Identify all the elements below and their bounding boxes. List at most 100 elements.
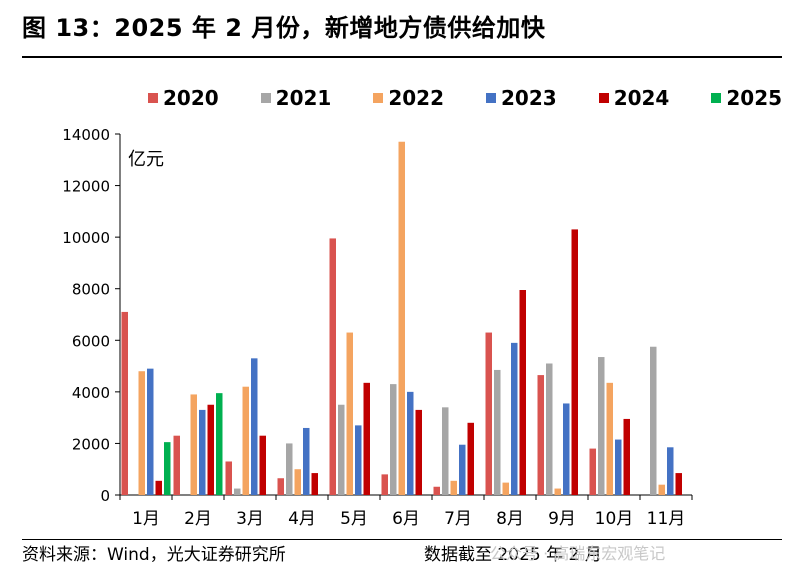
bar-2023-2月 bbox=[199, 409, 206, 495]
bar-2023-10月 bbox=[615, 439, 622, 495]
date-note: 数据截至 2025 年 2 月 bbox=[424, 545, 602, 565]
bar-2021-9月 bbox=[546, 363, 553, 495]
x-tick-label: 10月 bbox=[595, 509, 634, 529]
y-tick-label: 14000 bbox=[62, 126, 110, 144]
y-tick-label: 4000 bbox=[72, 384, 110, 402]
x-tick-label: 3月 bbox=[236, 509, 264, 529]
bar-2021-6月 bbox=[390, 384, 397, 495]
x-tick-label: 4月 bbox=[288, 509, 316, 529]
bar-2020-9月 bbox=[537, 375, 544, 495]
bar-2021-7月 bbox=[442, 407, 449, 495]
bar-2021-3月 bbox=[234, 488, 241, 495]
title-divider bbox=[22, 56, 782, 58]
bar-2020-3月 bbox=[225, 461, 232, 495]
bar-2020-4月 bbox=[277, 478, 284, 495]
bar-2022-7月 bbox=[450, 480, 457, 495]
bar-2022-1月 bbox=[138, 371, 145, 495]
bar-2020-8月 bbox=[485, 332, 492, 495]
y-tick-label: 12000 bbox=[62, 178, 110, 196]
bar-2023-5月 bbox=[355, 425, 362, 495]
legend-item-2023: 2023 bbox=[486, 86, 557, 110]
y-tick-label: 10000 bbox=[62, 229, 110, 247]
legend-swatch bbox=[711, 93, 722, 103]
bar-2025-1月 bbox=[164, 442, 171, 495]
y-tick-label: 8000 bbox=[72, 281, 110, 299]
bar-2023-7月 bbox=[459, 444, 466, 495]
bar-2024-2月 bbox=[207, 404, 214, 495]
bar-2022-2月 bbox=[190, 394, 197, 495]
bar-2022-8月 bbox=[502, 482, 509, 495]
legend-swatch bbox=[260, 93, 271, 103]
x-tick-label: 6月 bbox=[392, 509, 420, 529]
bar-2025-2月 bbox=[216, 393, 223, 495]
bar-2023-4月 bbox=[303, 427, 310, 495]
bar-2024-11月 bbox=[675, 473, 682, 495]
legend-label: 2020 bbox=[163, 86, 219, 110]
y-tick-label: 6000 bbox=[72, 332, 110, 350]
bar-2023-9月 bbox=[563, 403, 570, 495]
bar-2023-3月 bbox=[251, 358, 258, 495]
bar-2020-10月 bbox=[589, 448, 596, 495]
bar-2024-9月 bbox=[571, 229, 578, 495]
bar-2023-8月 bbox=[511, 342, 518, 495]
footer-divider bbox=[22, 539, 782, 540]
bar-2022-9月 bbox=[554, 488, 561, 495]
x-tick-label: 1月 bbox=[132, 509, 160, 529]
legend-item-2024: 2024 bbox=[598, 86, 670, 110]
legend-item-2022: 2022 bbox=[373, 86, 444, 110]
legend-item-2020: 2020 bbox=[148, 86, 219, 110]
bar-2022-11月 bbox=[658, 484, 665, 495]
source-note: 资料来源：Wind，光大证券研究所 bbox=[22, 545, 286, 565]
bar-2020-6月 bbox=[381, 474, 388, 495]
x-tick-label: 7月 bbox=[444, 509, 472, 529]
bar-2022-3月 bbox=[242, 386, 249, 495]
bar-2024-7月 bbox=[467, 422, 474, 495]
x-tick-label: 8月 bbox=[496, 509, 524, 529]
watermark: 公众号 · 高瑞东宏观笔记 bbox=[490, 544, 666, 563]
bar-2024-3月 bbox=[259, 435, 266, 495]
bar-2020-1月 bbox=[121, 311, 128, 495]
legend-label: 2022 bbox=[388, 86, 445, 110]
x-tick-label: 9月 bbox=[548, 509, 576, 529]
legend-swatch bbox=[486, 93, 497, 103]
bar-2024-1月 bbox=[155, 480, 162, 495]
legend-label: 2023 bbox=[501, 86, 557, 110]
bar-2020-2月 bbox=[173, 435, 180, 495]
bar-2020-5月 bbox=[329, 238, 336, 496]
bar-2024-10月 bbox=[623, 418, 630, 495]
bar-2024-6月 bbox=[415, 409, 422, 495]
bar-2021-8月 bbox=[494, 369, 501, 495]
y-unit-label: 亿元 bbox=[128, 149, 164, 170]
bar-2020-7月 bbox=[433, 486, 440, 495]
bar-2021-5月 bbox=[338, 404, 345, 495]
y-tick-label: 2000 bbox=[72, 435, 110, 453]
legend-swatch bbox=[598, 93, 609, 103]
bar-2021-4月 bbox=[286, 443, 293, 495]
bar-2021-10月 bbox=[598, 357, 605, 495]
bar-2023-6月 bbox=[407, 391, 414, 495]
bar-2022-4月 bbox=[294, 469, 301, 495]
bar-2022-6月 bbox=[398, 141, 405, 495]
x-tick-label: 2月 bbox=[184, 509, 212, 529]
legend-label: 2021 bbox=[275, 86, 332, 110]
bar-2023-1月 bbox=[147, 368, 154, 495]
bar-2022-5月 bbox=[346, 332, 353, 495]
y-tick-label: 0 bbox=[100, 487, 110, 505]
bar-2024-5月 bbox=[363, 382, 370, 495]
legend-swatch bbox=[373, 93, 384, 103]
legend-item-2021: 2021 bbox=[260, 86, 332, 110]
bar-2024-4月 bbox=[311, 473, 318, 495]
legend: 2020 2021 2022 2023 2024 2025 bbox=[148, 86, 796, 110]
bar-2023-11月 bbox=[667, 447, 674, 495]
bar-2022-10月 bbox=[606, 382, 613, 495]
x-tick-label: 5月 bbox=[340, 509, 368, 529]
x-tick-label: 11月 bbox=[647, 509, 686, 529]
bar-2021-11月 bbox=[650, 346, 657, 495]
legend-label: 2025 bbox=[726, 86, 783, 110]
legend-label: 2024 bbox=[613, 86, 670, 110]
chart-title: 图 13：2025 年 2 月份，新增地方债供给加快 bbox=[22, 14, 546, 42]
legend-swatch bbox=[148, 93, 158, 103]
legend-item-2025: 2025 bbox=[711, 86, 782, 110]
bar-2024-8月 bbox=[519, 290, 526, 495]
